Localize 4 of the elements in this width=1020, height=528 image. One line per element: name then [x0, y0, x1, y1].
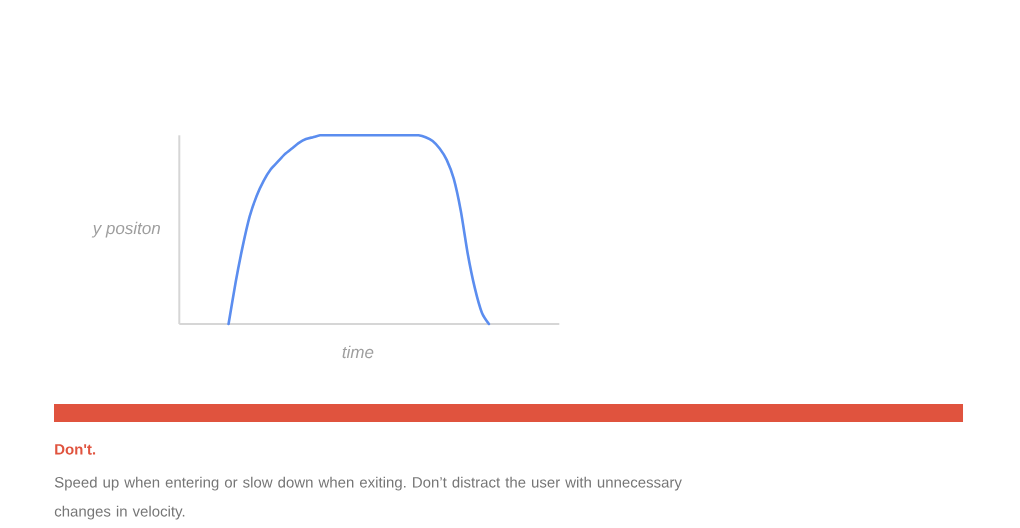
text: Speed up when entering or slow down when exiting. Don’t distract the user with unnecessary changes in velocity. — [54, 476, 682, 520]
text: Don't. — [55, 444, 96, 455]
y-axis-title: y positon — [91, 221, 160, 238]
x-axis-title: time — [342, 345, 374, 359]
